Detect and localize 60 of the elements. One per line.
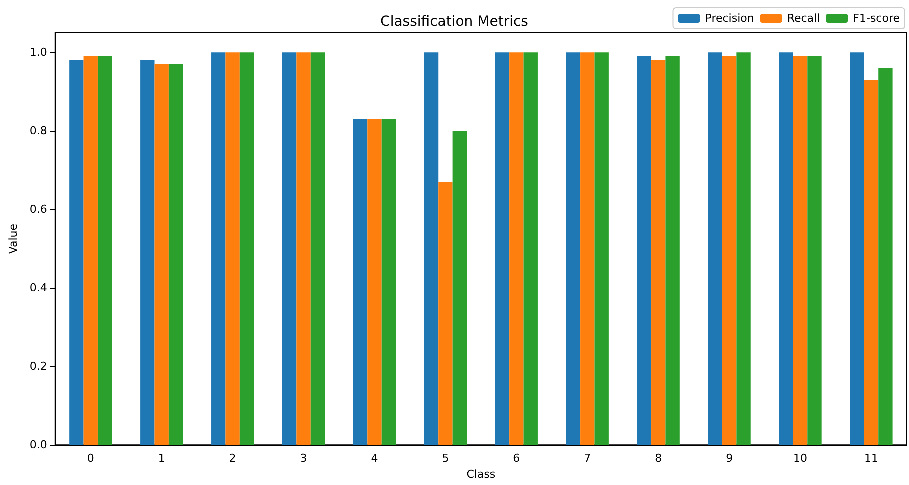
legend-label: Precision	[705, 12, 754, 25]
bar	[226, 52, 240, 446]
bar	[864, 80, 879, 446]
bar	[154, 64, 169, 446]
y-tick-label: 1.0	[30, 46, 48, 60]
bar	[878, 68, 893, 446]
bar	[240, 52, 254, 446]
bar	[637, 56, 652, 446]
y-tick-label: 0.0	[30, 438, 48, 452]
x-tick-label: 9	[726, 452, 734, 466]
x-tick-label: 6	[513, 452, 520, 466]
bar	[524, 52, 538, 446]
bar	[793, 56, 808, 446]
bar	[212, 52, 226, 446]
bar	[510, 52, 524, 446]
bar	[382, 119, 396, 446]
bar	[594, 52, 609, 446]
x-tick-label: 0	[87, 452, 94, 466]
bar	[566, 52, 581, 446]
bar	[666, 56, 680, 446]
bar	[296, 52, 311, 446]
bar	[282, 52, 297, 446]
x-tick-label: 3	[300, 452, 308, 466]
bar	[424, 52, 439, 446]
bar	[140, 60, 155, 446]
bar	[808, 56, 822, 446]
x-tick-label: 8	[655, 452, 662, 466]
y-tick-label: 0.6	[30, 203, 48, 216]
bar	[353, 119, 368, 446]
bar	[580, 52, 595, 446]
bar	[368, 119, 382, 446]
legend-label: Recall	[787, 12, 820, 25]
bar	[168, 64, 184, 446]
bar	[310, 52, 326, 446]
bar	[495, 52, 510, 446]
x-tick-label: 11	[864, 452, 879, 466]
x-tick-label: 1	[158, 452, 166, 466]
bar	[98, 56, 112, 446]
bar	[70, 60, 84, 446]
bar	[652, 60, 666, 446]
chart-title: Classification Metrics	[380, 14, 528, 30]
x-axis-title: Class	[466, 468, 496, 481]
x-tick-label: 4	[371, 452, 378, 466]
bar	[84, 56, 98, 446]
y-tick-label: 0.8	[30, 124, 48, 138]
x-tick-label: 2	[229, 452, 236, 466]
bar	[438, 182, 453, 446]
bar	[779, 52, 794, 446]
bar	[708, 52, 722, 446]
bar	[452, 131, 468, 446]
y-axis-title: Value	[7, 224, 20, 254]
y-tick-label: 0.2	[30, 360, 48, 374]
bar	[736, 52, 751, 446]
x-tick-label: 5	[442, 452, 450, 466]
y-tick-label: 0.4	[30, 282, 48, 295]
bar	[722, 56, 737, 446]
x-tick-label: 10	[794, 452, 808, 466]
legend-label: F1-score	[853, 12, 900, 25]
bar	[850, 52, 864, 446]
x-tick-label: 7	[584, 452, 592, 466]
